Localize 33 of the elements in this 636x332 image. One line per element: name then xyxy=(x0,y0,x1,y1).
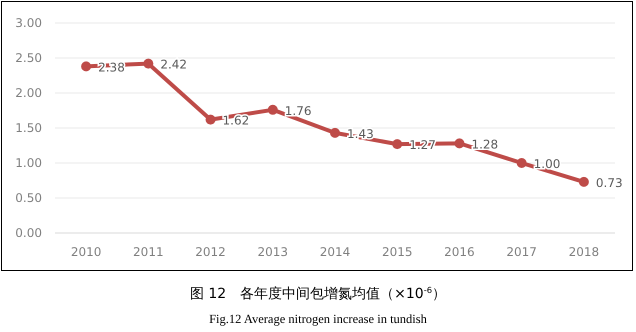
point xyxy=(206,114,216,125)
point xyxy=(578,176,589,187)
y-tick-label: 2.50 xyxy=(15,51,42,65)
x-tick-label: 2012 xyxy=(195,245,226,259)
point xyxy=(516,158,527,168)
x-tick-label: 2013 xyxy=(258,245,288,259)
y-tick-label: 1.00 xyxy=(15,156,42,170)
x-tick-label: 2018 xyxy=(568,245,600,259)
point xyxy=(268,104,278,115)
y-tick-label: 0.50 xyxy=(15,191,42,205)
data-label: 1.00 xyxy=(534,157,560,171)
data-label: 1.76 xyxy=(284,104,312,118)
text: 图 12 各年度中间包增氮均值（×10$^{-6}$） xyxy=(190,285,446,302)
point xyxy=(454,138,464,148)
x-tick-label: 2016 xyxy=(444,245,475,259)
y-tick-label: 2.00 xyxy=(15,86,42,100)
x-tick-label: 2011 xyxy=(133,245,164,259)
y-tick-label: 0.00 xyxy=(15,226,42,240)
point xyxy=(330,128,340,138)
y-tick-label: 3.00 xyxy=(15,16,42,30)
data-label: 2.42 xyxy=(160,58,188,72)
point xyxy=(392,139,402,150)
data-label: 0.73 xyxy=(596,176,623,190)
x-tick-label: 2017 xyxy=(506,245,537,259)
data-label: 1.62 xyxy=(222,114,250,128)
point xyxy=(81,61,92,72)
x-tick-label: 2015 xyxy=(382,245,412,259)
point xyxy=(143,58,154,69)
y-tick-label: 1.50 xyxy=(15,121,42,135)
x-tick-label: 2014 xyxy=(320,245,350,259)
data-label: 1.28 xyxy=(471,137,498,152)
x-tick-label: 2010 xyxy=(70,245,102,259)
text: Fig.12 Average nitrogen increase in tundish xyxy=(209,312,428,326)
